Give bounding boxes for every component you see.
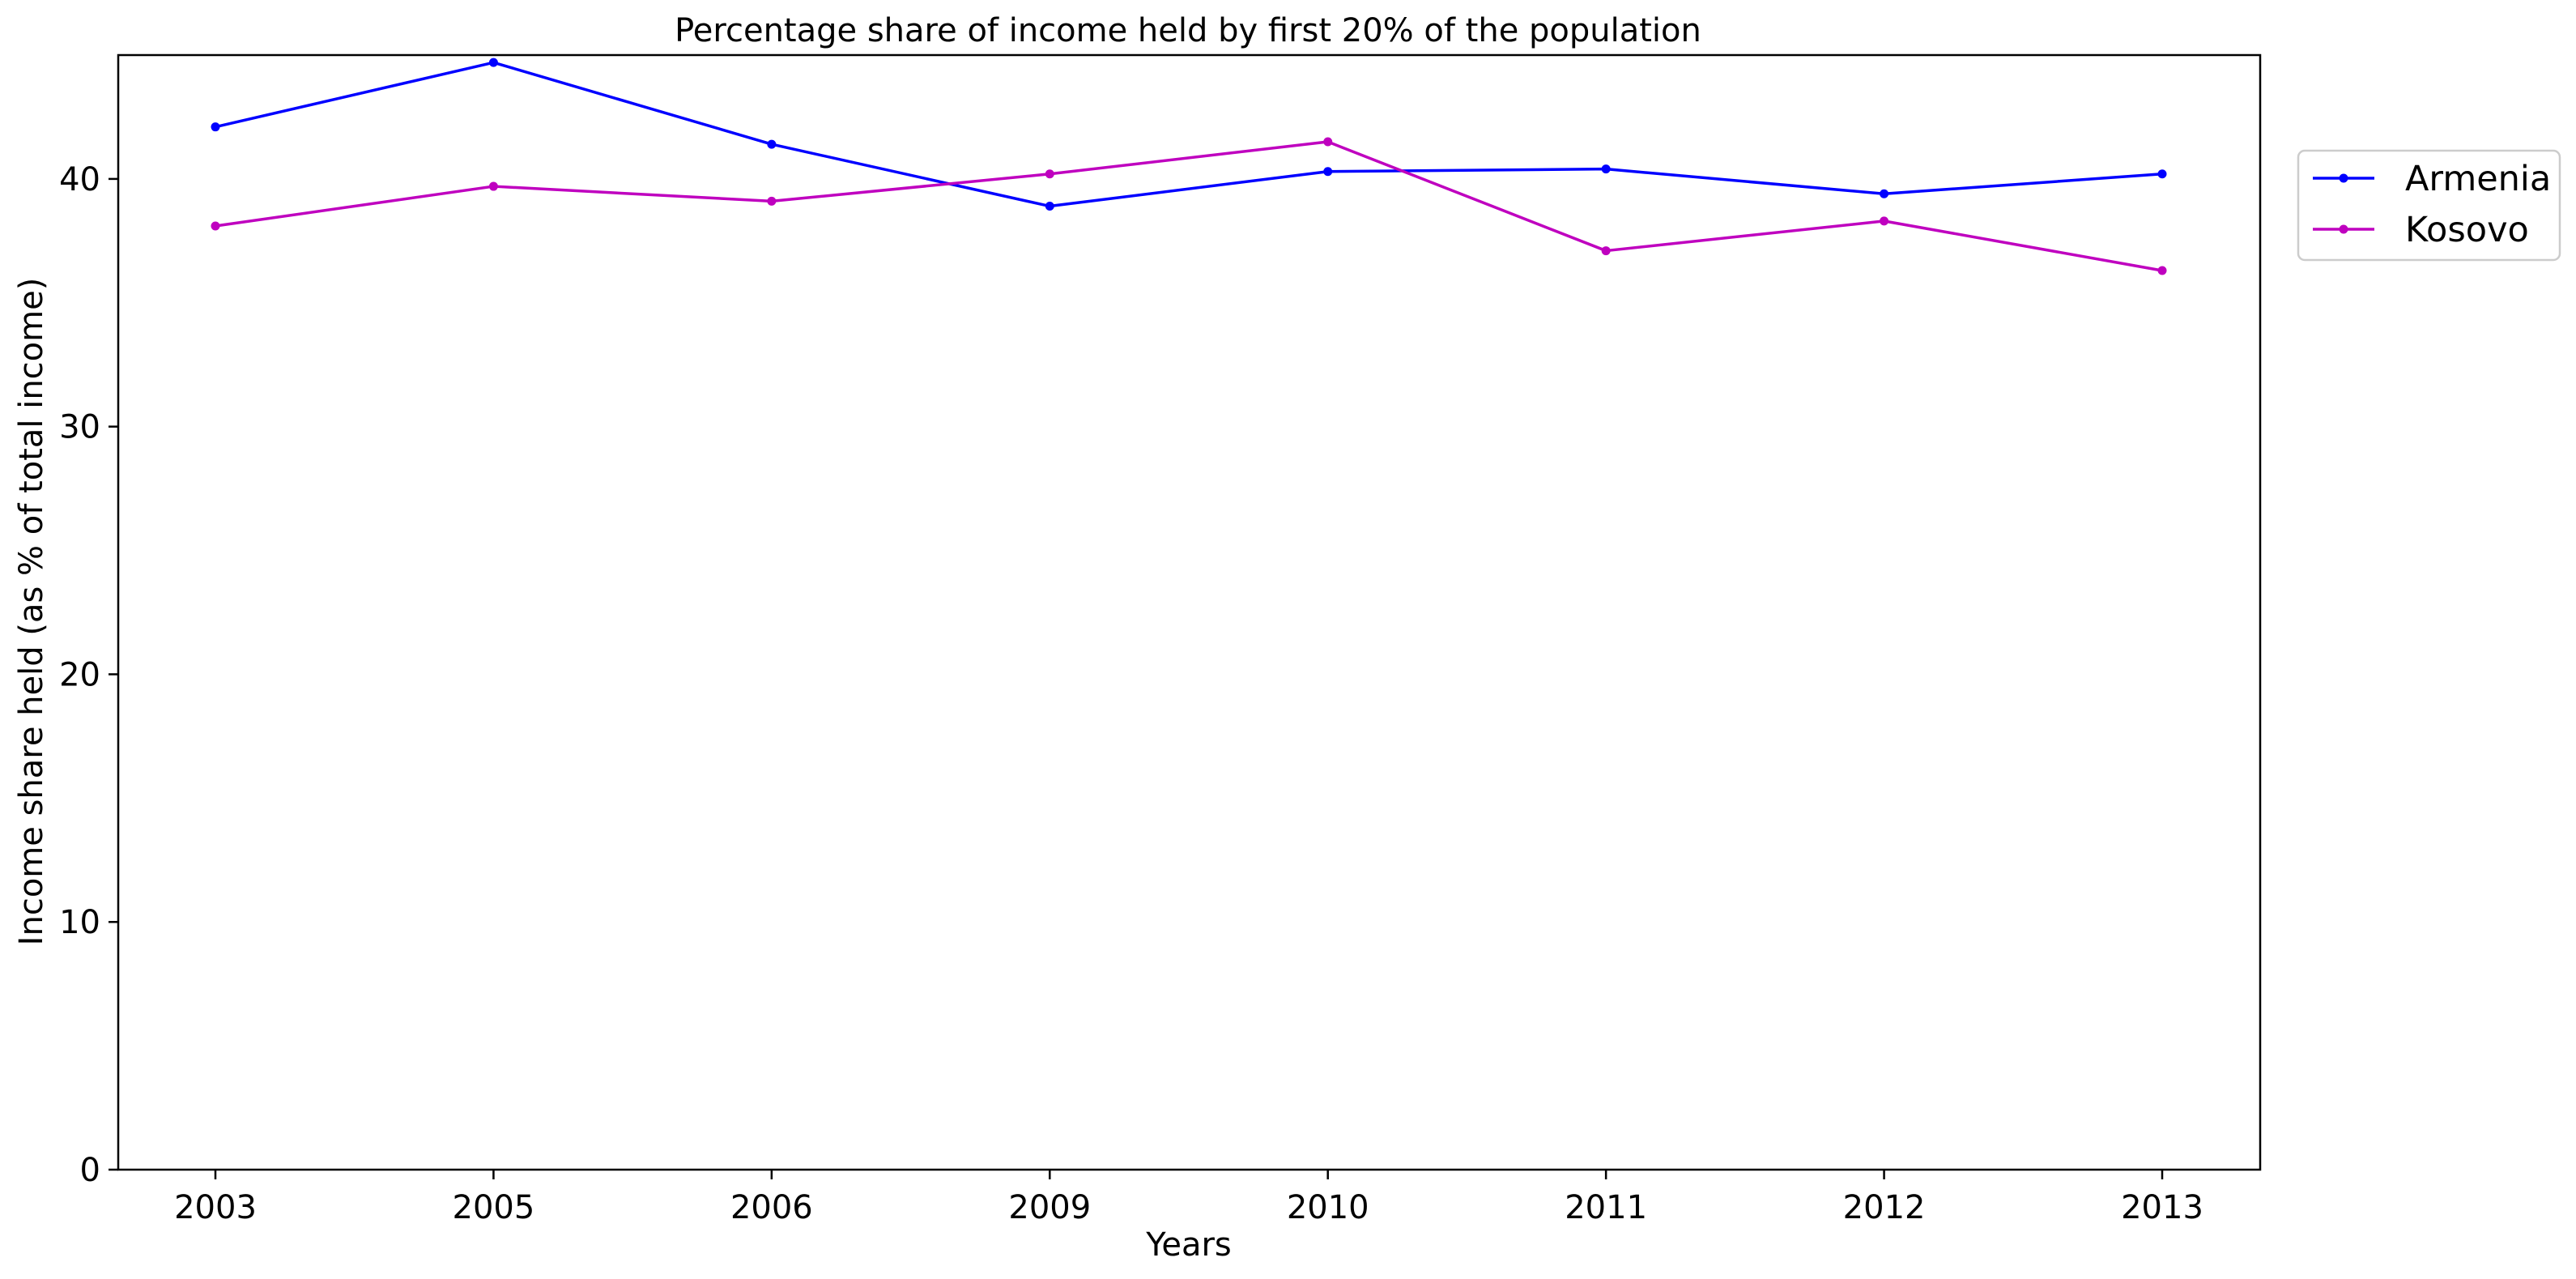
series-line-armenia	[215, 61, 2163, 208]
data-point-armenia	[488, 58, 498, 67]
y-axis: 0 10 20 30 40	[59, 161, 118, 1189]
data-point-armenia	[2157, 169, 2167, 179]
data-point-armenia	[211, 122, 220, 132]
legend-marker	[2339, 224, 2348, 234]
x-tick-label: 2006	[730, 1189, 813, 1226]
x-tick-label: 2012	[1843, 1189, 1926, 1226]
data-point-armenia	[1880, 189, 1889, 198]
legend-item-armenia: Armenia	[2313, 159, 2551, 199]
x-tick-label: 2013	[2121, 1189, 2203, 1226]
y-tick-label: 20	[59, 656, 100, 693]
series-kosovo	[211, 137, 2167, 275]
x-axis-label: Years	[1145, 1226, 1232, 1264]
chart-title: Percentage share of income held by first…	[675, 12, 1701, 49]
data-point-kosovo	[1045, 169, 1054, 179]
data-point-kosovo	[1880, 216, 1889, 226]
legend-marker	[2339, 173, 2348, 183]
y-tick-label: 10	[59, 904, 100, 941]
data-point-kosovo	[2157, 266, 2167, 275]
data-point-armenia	[1323, 167, 1333, 177]
series-line-kosovo	[215, 140, 2163, 272]
y-tick-label: 40	[59, 161, 100, 198]
legend: Armenia Kosovo	[2297, 149, 2561, 262]
series-layer	[211, 58, 2167, 275]
data-point-armenia	[1601, 164, 1611, 174]
legend-label: Kosovo	[2405, 210, 2529, 250]
y-axis-label: Income share held (as % of total income)	[13, 278, 50, 946]
y-tick-label: 30	[59, 409, 100, 446]
data-point-kosovo	[211, 221, 220, 231]
data-point-kosovo	[1323, 137, 1333, 147]
y-tick-label: 0	[80, 1152, 100, 1189]
x-tick-label: 2009	[1008, 1189, 1091, 1226]
x-tick-label: 2005	[453, 1189, 535, 1226]
series-armenia	[211, 58, 2167, 211]
data-point-kosovo	[488, 181, 498, 191]
x-axis: 2003 2005 2006 2009 2010 2011 2012 2013	[174, 1170, 2203, 1226]
x-tick-label: 2003	[174, 1189, 257, 1226]
data-point-armenia	[1045, 202, 1054, 211]
legend-label: Armenia	[2405, 159, 2551, 199]
x-tick-label: 2010	[1287, 1189, 1369, 1226]
x-tick-label: 2011	[1565, 1189, 1647, 1226]
legend-item-kosovo: Kosovo	[2313, 210, 2529, 250]
data-point-armenia	[767, 139, 777, 149]
data-point-kosovo	[1601, 246, 1611, 256]
data-point-kosovo	[767, 196, 777, 206]
plot-area	[117, 53, 2262, 1171]
